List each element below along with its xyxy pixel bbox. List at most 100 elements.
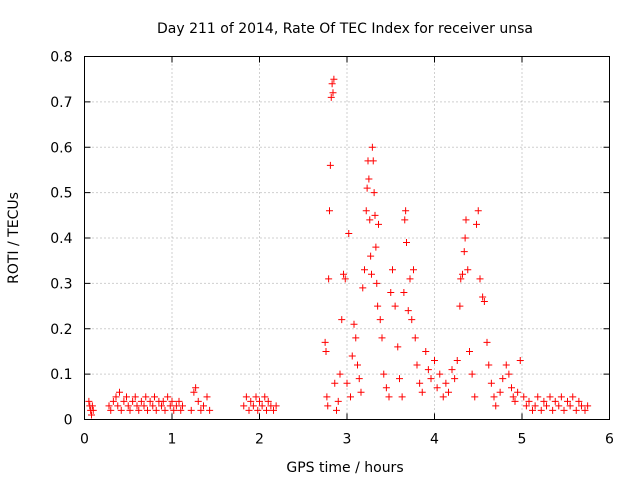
- data-point: [177, 406, 185, 414]
- data-point: [135, 406, 143, 414]
- data-point: [200, 402, 207, 410]
- data-point: [170, 406, 178, 414]
- data-point: [408, 316, 416, 324]
- data-point: [466, 347, 473, 355]
- data-point: [175, 397, 183, 405]
- data-point: [340, 270, 347, 278]
- data-point: [402, 207, 410, 215]
- data-point: [374, 302, 382, 310]
- data-point: [116, 388, 123, 396]
- data-point: [462, 216, 470, 224]
- x-tick-label: 6: [605, 432, 614, 448]
- y-tick-label: 0.1: [50, 367, 72, 383]
- x-tick-label: 0: [80, 432, 89, 448]
- data-point: [453, 357, 461, 365]
- data-point: [505, 370, 513, 378]
- data-point: [336, 370, 344, 378]
- data-point: [341, 275, 349, 283]
- data-point: [254, 406, 262, 414]
- data-point: [427, 375, 435, 383]
- tick-labels-layer: 0 1 2 3 4 5 6 0 0.1 0.2 0.3 0.4 0.5 0.6 0.7 0.8: [50, 50, 614, 448]
- data-point: [326, 161, 334, 169]
- data-point: [572, 406, 580, 414]
- data-point: [508, 384, 515, 392]
- data-point: [456, 302, 464, 310]
- data-point: [403, 239, 410, 247]
- data-point: [391, 302, 399, 310]
- data-point: [328, 80, 336, 88]
- data-point: [367, 252, 375, 260]
- data-point: [433, 384, 441, 392]
- data-point: [373, 279, 381, 287]
- data-point: [485, 361, 493, 369]
- data-point: [436, 370, 444, 378]
- data-point: [370, 189, 378, 197]
- data-point: [166, 402, 174, 410]
- data-point: [502, 361, 510, 369]
- data-point: [117, 406, 125, 414]
- data-point: [324, 402, 332, 410]
- data-point: [327, 93, 335, 101]
- data-point: [120, 397, 128, 405]
- data-point: [476, 275, 484, 283]
- data-point: [461, 234, 469, 242]
- data-point: [581, 406, 589, 414]
- data-point: [371, 211, 379, 219]
- data-point: [114, 402, 122, 410]
- data-point: [540, 397, 548, 405]
- data-point: [496, 388, 504, 396]
- data-point: [89, 406, 97, 414]
- data-point: [555, 402, 563, 410]
- y-tick-label: 0.8: [50, 50, 72, 66]
- data-point: [331, 379, 339, 387]
- data-point: [411, 334, 419, 342]
- x-tick-label: 2: [255, 432, 264, 448]
- data-point: [382, 384, 390, 392]
- data-point: [350, 320, 358, 328]
- data-point: [410, 266, 417, 274]
- data-point: [514, 388, 522, 396]
- x-tick-label: 1: [168, 432, 177, 448]
- data-point: [575, 397, 583, 405]
- data-point: [520, 393, 528, 401]
- data-point: [534, 393, 542, 401]
- data-point: [385, 393, 393, 401]
- data-point: [439, 393, 447, 401]
- data-point: [468, 370, 476, 378]
- data-point: [557, 393, 565, 401]
- y-tick-label: 0.4: [50, 231, 72, 247]
- data-point: [551, 397, 559, 405]
- y-tick-label: 0.2: [50, 322, 72, 338]
- data-point: [272, 402, 280, 410]
- data-point: [124, 402, 132, 410]
- data-point: [263, 406, 270, 414]
- data-point: [330, 75, 338, 83]
- data-point: [149, 402, 157, 410]
- data-point: [334, 397, 342, 405]
- data-point: [376, 316, 384, 324]
- data-point: [247, 397, 255, 405]
- data-point: [192, 384, 200, 392]
- data-point: [261, 393, 269, 401]
- data-point: [190, 388, 198, 396]
- data-point: [348, 352, 356, 360]
- data-point: [398, 393, 406, 401]
- data-point: [401, 216, 409, 224]
- data-point: [347, 393, 354, 401]
- data-point: [480, 298, 488, 306]
- data-point: [363, 184, 371, 192]
- y-tick-label: 0.7: [50, 95, 72, 111]
- data-point: [187, 406, 195, 414]
- x-tick-label: 3: [343, 432, 352, 448]
- data-point: [323, 393, 331, 401]
- data-point: [329, 89, 337, 97]
- data-point: [345, 229, 353, 237]
- data-point: [560, 406, 568, 414]
- data-point: [566, 402, 574, 410]
- data-point: [88, 411, 95, 419]
- data-point: [129, 397, 137, 405]
- data-point: [543, 402, 550, 410]
- data-point: [529, 406, 536, 414]
- data-point: [442, 379, 450, 387]
